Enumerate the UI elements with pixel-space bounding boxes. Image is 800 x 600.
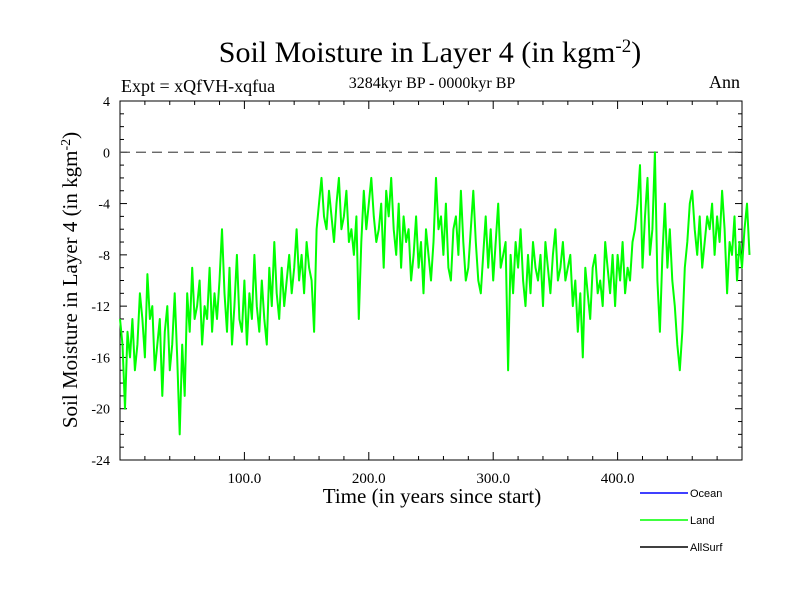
- x-tick-label: 300.0: [476, 471, 510, 487]
- legend-label-ocean: Ocean: [690, 488, 722, 500]
- series-line-land: [119, 151, 751, 436]
- legend-label-allsurf: AllSurf: [690, 542, 723, 554]
- y-tick-label: -4: [98, 198, 110, 213]
- x-tick-label: 400.0: [601, 471, 635, 487]
- y-tick-label: -20: [91, 403, 110, 418]
- axis-ticks: [120, 100, 742, 461]
- chart-title: Soil Moisture in Layer 4 (in kgm-2): [219, 36, 641, 70]
- y-tick-label: -8: [98, 249, 110, 264]
- legend-label-land: Land: [690, 515, 714, 527]
- y-tick-label: 4: [103, 95, 110, 110]
- x-tick-labels: 100.0 200.0 300.0 400.0: [228, 471, 635, 487]
- x-tick-label: 200.0: [352, 471, 386, 487]
- y-tick-label: -24: [91, 454, 110, 469]
- y-tick-label: 0: [103, 146, 110, 161]
- legend: Ocean Land AllSurf: [640, 488, 723, 554]
- chart-subtitle: 3284kyr BP - 0000kyr BP: [349, 75, 516, 92]
- x-tick-label: 100.0: [228, 471, 262, 487]
- season-label: Ann: [709, 72, 740, 92]
- y-tick-label: -16: [91, 351, 110, 366]
- x-axis-label: Time (in years since start): [323, 484, 542, 508]
- y-tick-labels: 4 0 -4 -8 -12 -16 -20 -24: [91, 95, 110, 469]
- plot-area: [119, 100, 751, 461]
- y-tick-label: -12: [91, 300, 110, 315]
- expt-label: Expt = xQfVH-xqfua: [121, 76, 275, 96]
- y-axis-label: Soil Moisture in Layer 4 (in kgm-2): [58, 132, 82, 428]
